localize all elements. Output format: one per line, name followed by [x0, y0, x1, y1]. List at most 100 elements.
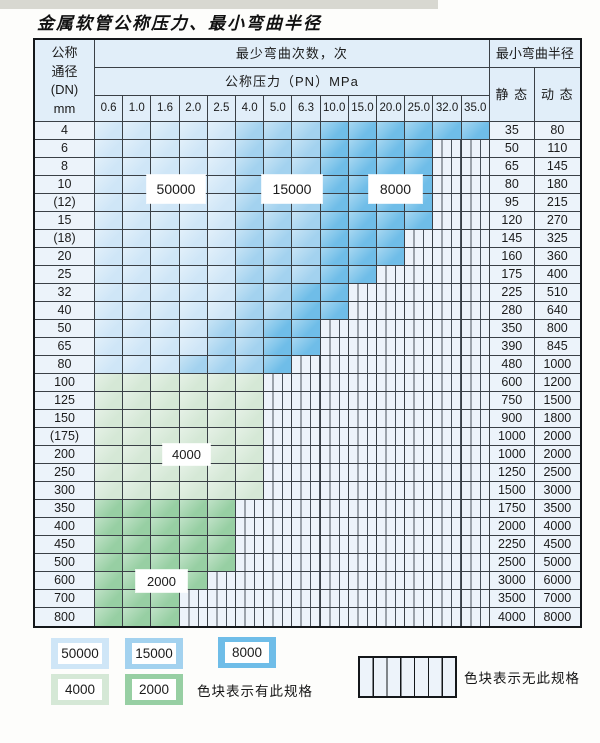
spec-cell	[179, 212, 208, 230]
spec-cell	[264, 518, 293, 536]
spec-cell	[236, 608, 265, 626]
spec-cell	[433, 608, 462, 626]
legend-swatch-2000-value: 2000	[132, 679, 176, 700]
spec-cell	[292, 446, 321, 464]
legend-swatch-2000: 2000	[125, 674, 183, 705]
spec-cell	[264, 122, 293, 140]
spec-cell	[405, 356, 434, 374]
spec-cell	[433, 140, 462, 158]
spec-cell	[292, 356, 321, 374]
spec-cell	[292, 554, 321, 572]
cycle-label-15000: 15000	[262, 175, 322, 203]
pressure-tick: 2.5	[207, 96, 237, 122]
spec-cell	[236, 230, 265, 248]
static-value-cell: 175	[489, 266, 535, 284]
dynamic-value-cell: 6000	[534, 572, 580, 590]
spec-cell	[95, 572, 124, 590]
pressure-tick: 4.0	[236, 96, 265, 122]
spec-cell	[95, 374, 124, 392]
dn-header-line2: 通径	[51, 63, 78, 79]
spec-cell	[433, 230, 462, 248]
spec-cell	[151, 392, 180, 410]
spec-cell	[377, 266, 406, 284]
static-value-cell: 1000	[489, 428, 535, 446]
spec-cell	[179, 320, 208, 338]
legend-no-spec-hatch	[358, 656, 457, 698]
spec-cell	[348, 248, 378, 266]
spec-cell	[377, 158, 406, 176]
spec-cell	[348, 410, 378, 428]
pressure-unit-header: 公称压力（PN）MPa	[95, 68, 490, 96]
spec-cell	[151, 500, 180, 518]
static-value-cell: 280	[489, 302, 535, 320]
spec-cell	[179, 608, 208, 626]
spec-cell	[264, 446, 293, 464]
spec-cell	[348, 554, 378, 572]
spec-cell	[179, 230, 208, 248]
spec-cell	[405, 212, 434, 230]
spec-cell	[320, 212, 349, 230]
spec-cell	[405, 518, 434, 536]
dn-cell: 4	[35, 122, 95, 140]
spec-cell	[320, 284, 349, 302]
dn-cell: 80	[35, 356, 95, 374]
spec-cell	[377, 410, 406, 428]
spec-cell	[320, 554, 349, 572]
static-value-cell: 145	[489, 230, 535, 248]
spec-cell	[461, 194, 490, 212]
spec-cell	[377, 302, 406, 320]
spec-cell	[461, 428, 490, 446]
spec-cell	[207, 590, 237, 608]
spec-cell	[179, 410, 208, 428]
spec-cell	[405, 140, 434, 158]
spec-cell	[405, 338, 434, 356]
legend-swatch-50000-value: 50000	[58, 643, 102, 664]
spec-cell	[433, 302, 462, 320]
spec-cell	[405, 608, 434, 626]
spec-cell	[433, 392, 462, 410]
spec-cell	[405, 572, 434, 590]
dynamic-value-cell: 1000	[534, 356, 580, 374]
spec-cell	[264, 266, 293, 284]
spec-cell	[151, 410, 180, 428]
spec-cell	[405, 428, 434, 446]
pressure-tick: 5.0	[264, 96, 293, 122]
spec-cell	[461, 122, 490, 140]
static-value-cell: 65	[489, 158, 535, 176]
spec-cell	[377, 536, 406, 554]
spec-cell	[377, 284, 406, 302]
dn-cell: (12)	[35, 194, 95, 212]
static-value-cell: 900	[489, 410, 535, 428]
legend-no-spec-text: 色块表示无此规格	[464, 671, 580, 686]
spec-cell	[292, 374, 321, 392]
dn-cell: 250	[35, 464, 95, 482]
spec-cell	[377, 608, 406, 626]
page-title: 金属软管公称压力、最小弯曲半径	[37, 14, 322, 34]
spec-cell	[236, 158, 265, 176]
spec-cell	[207, 482, 237, 500]
static-value-cell: 1500	[489, 482, 535, 500]
static-value-cell: 3500	[489, 590, 535, 608]
spec-cell	[95, 464, 124, 482]
spec-cell	[264, 230, 293, 248]
spec-cell	[405, 392, 434, 410]
spec-cell	[151, 590, 180, 608]
dn-header-line4: mm	[53, 101, 76, 117]
dynamic-value-cell: 110	[534, 140, 580, 158]
spec-cell	[264, 608, 293, 626]
spec-cell	[377, 518, 406, 536]
spec-cell	[264, 410, 293, 428]
spec-cell	[95, 140, 124, 158]
spec-cell	[348, 302, 378, 320]
dynamic-value-cell: 325	[534, 230, 580, 248]
spec-cell	[377, 230, 406, 248]
spec-cell	[207, 374, 237, 392]
spec-cell	[236, 536, 265, 554]
spec-cell	[461, 320, 490, 338]
legend-swatch-15000: 15000	[125, 638, 183, 669]
spec-cell	[151, 266, 180, 284]
dynamic-value-cell: 2000	[534, 446, 580, 464]
spec-cell	[377, 338, 406, 356]
spec-cell	[292, 320, 321, 338]
spec-cell	[236, 374, 265, 392]
